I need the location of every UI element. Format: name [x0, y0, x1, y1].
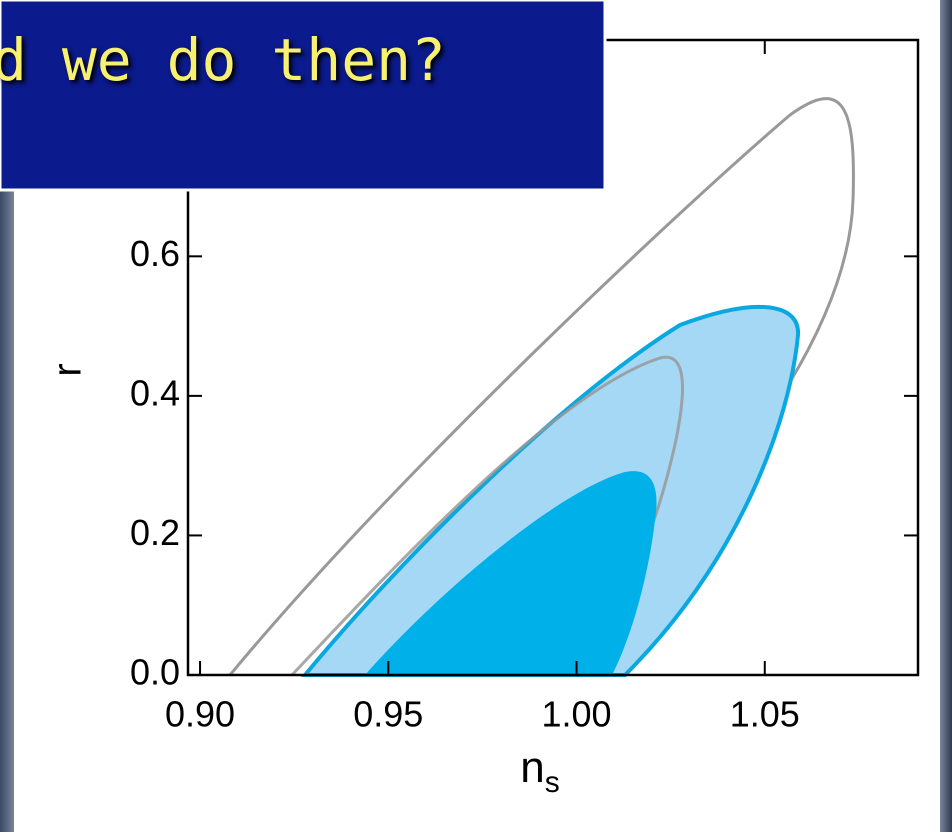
- x-axis-label-main: n: [520, 743, 544, 792]
- contour-95: [300, 304, 801, 677]
- x-tick-label: 0.90: [165, 694, 235, 735]
- y-axis-label: r: [46, 363, 90, 376]
- y-tick-label: 0.6: [130, 233, 180, 274]
- x-axis-label-sub: s: [545, 766, 560, 799]
- x-tick-label: 0.95: [353, 694, 423, 735]
- y-tick-label: 0.0: [130, 652, 180, 693]
- plot-area: [186, 38, 920, 677]
- contour-68: [365, 471, 657, 675]
- x-tick-label: 1.00: [541, 694, 611, 735]
- y-tick-label: 0.2: [130, 512, 180, 553]
- slide-edge: [940, 0, 952, 832]
- slide-edge: [0, 0, 14, 832]
- title-banner: [0, 0, 607, 192]
- x-tick-label: 1.05: [730, 694, 800, 735]
- x-axis-label: ns: [520, 743, 559, 799]
- y-tick-label: 0.4: [130, 372, 180, 413]
- banner-text: d we do then?: [0, 26, 446, 94]
